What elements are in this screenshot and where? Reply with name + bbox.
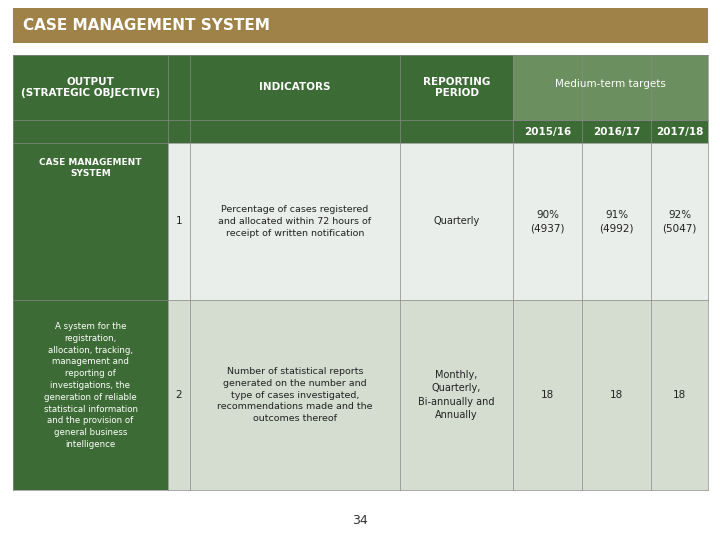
Bar (13, 8, 708, 43)
Bar (190, 120, 400, 143)
Text: 2: 2 (176, 390, 182, 400)
Bar (582, 120, 651, 143)
Text: 18: 18 (673, 390, 686, 400)
Bar (13, 120, 190, 143)
Text: 18: 18 (541, 390, 554, 400)
Bar (13, 55, 190, 120)
Text: 34: 34 (352, 514, 368, 526)
Bar (651, 120, 708, 143)
Bar (651, 143, 708, 300)
Bar (651, 300, 708, 490)
Bar (400, 143, 513, 300)
Text: Number of statistical reports
generated on the number and
type of cases investig: Number of statistical reports generated … (217, 367, 373, 423)
Text: 90%
(4937): 90% (4937) (530, 210, 564, 233)
Bar (582, 300, 651, 490)
Text: 2015/16: 2015/16 (524, 126, 571, 137)
Text: A system for the
registration,
allocation, tracking,
management and
reporting of: A system for the registration, allocatio… (43, 322, 138, 449)
Text: Medium-term targets: Medium-term targets (555, 79, 666, 89)
Text: Quarterly: Quarterly (433, 217, 480, 226)
Text: REPORTING
PERIOD: REPORTING PERIOD (423, 77, 490, 98)
Text: 2016/17: 2016/17 (593, 126, 640, 137)
Text: 2017/18: 2017/18 (656, 126, 703, 137)
Text: Percentage of cases registered
and allocated within 72 hours of
receipt of writt: Percentage of cases registered and alloc… (218, 205, 372, 238)
Bar (400, 300, 513, 490)
Text: 92%
(5047): 92% (5047) (662, 210, 697, 233)
Text: 1: 1 (176, 217, 182, 226)
Bar (513, 120, 582, 143)
Text: 91%
(4992): 91% (4992) (599, 210, 634, 233)
Text: Monthly,
Quarterly,
Bi-annually and
Annually: Monthly, Quarterly, Bi-annually and Annu… (418, 370, 495, 420)
Bar (400, 55, 513, 120)
Bar (513, 143, 582, 300)
Bar (400, 120, 513, 143)
Bar (582, 143, 651, 300)
Text: CASE MANAGEMENT
SYSTEM: CASE MANAGEMENT SYSTEM (40, 158, 142, 178)
Bar (190, 55, 400, 120)
Bar (13, 300, 168, 490)
Text: CASE MANAGEMENT SYSTEM: CASE MANAGEMENT SYSTEM (23, 18, 270, 33)
Bar (190, 143, 400, 300)
Text: INDICATORS: INDICATORS (259, 83, 330, 92)
Bar (168, 300, 190, 490)
Text: OUTPUT
(STRATEGIC OBJECTIVE): OUTPUT (STRATEGIC OBJECTIVE) (21, 77, 160, 98)
Bar (190, 300, 400, 490)
Text: 18: 18 (610, 390, 623, 400)
Bar (13, 143, 168, 300)
Bar (168, 143, 190, 300)
Bar (513, 300, 582, 490)
Bar (513, 55, 708, 120)
